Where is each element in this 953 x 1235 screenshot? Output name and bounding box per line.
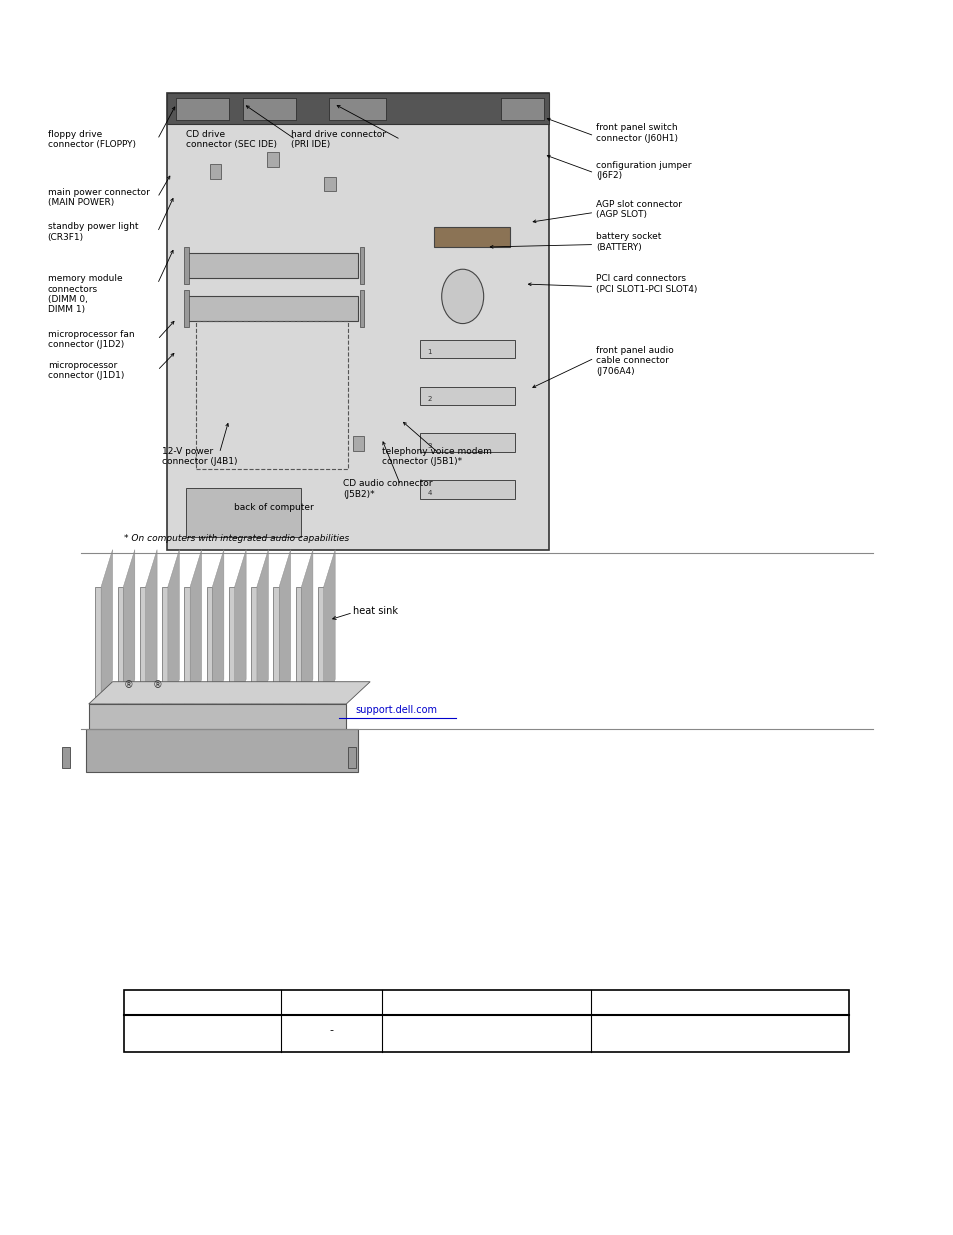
Polygon shape	[146, 550, 157, 716]
Circle shape	[441, 269, 483, 324]
Text: ®: ®	[152, 680, 162, 690]
Bar	[186, 253, 357, 278]
Text: standby power light
(CR3F1): standby power light (CR3F1)	[48, 222, 138, 242]
Polygon shape	[301, 550, 313, 716]
Bar	[419, 480, 515, 499]
Text: CD drive
connector (SEC IDE): CD drive connector (SEC IDE)	[186, 130, 276, 149]
Bar	[167, 93, 548, 550]
Bar	[140, 587, 146, 716]
Polygon shape	[123, 550, 134, 716]
Polygon shape	[256, 550, 268, 716]
Polygon shape	[213, 550, 224, 716]
Bar	[184, 290, 189, 327]
Bar	[274, 587, 279, 716]
Text: * On computers with integrated audio capabilities: * On computers with integrated audio cap…	[124, 534, 349, 542]
Text: ®: ®	[124, 680, 133, 690]
Text: 1: 1	[427, 350, 432, 354]
Text: front panel switch
connector (J60H1): front panel switch connector (J60H1)	[596, 124, 678, 143]
Text: heat sink: heat sink	[353, 606, 397, 616]
Bar	[89, 704, 346, 735]
Text: 2: 2	[427, 396, 432, 401]
Bar	[229, 587, 234, 716]
Bar	[419, 433, 515, 452]
Polygon shape	[89, 682, 370, 704]
Polygon shape	[323, 550, 335, 716]
Bar	[243, 98, 295, 120]
Text: 3: 3	[427, 443, 432, 448]
Text: microprocessor
connector (J1D1): microprocessor connector (J1D1)	[48, 361, 124, 380]
Bar	[251, 587, 256, 716]
Polygon shape	[101, 550, 112, 716]
Bar	[86, 729, 357, 772]
Bar	[95, 587, 101, 716]
Bar	[359, 247, 364, 284]
Bar	[186, 488, 300, 537]
Polygon shape	[234, 550, 246, 716]
Bar	[184, 587, 190, 716]
Bar	[329, 98, 386, 120]
Bar	[186, 296, 357, 321]
Bar	[195, 321, 348, 469]
Text: support.dell.com: support.dell.com	[355, 705, 436, 715]
Bar	[176, 98, 229, 120]
Polygon shape	[190, 550, 201, 716]
Bar	[317, 587, 323, 716]
Text: PCI card connectors
(PCI SLOT1-PCI SLOT4): PCI card connectors (PCI SLOT1-PCI SLOT4…	[596, 274, 697, 294]
Text: AGP slot connector
(AGP SLOT): AGP slot connector (AGP SLOT)	[596, 200, 681, 220]
Bar	[295, 587, 301, 716]
Bar	[324, 177, 335, 191]
Text: main power connector
(MAIN POWER): main power connector (MAIN POWER)	[48, 188, 150, 207]
Text: front panel audio
cable connector
(J706A4): front panel audio cable connector (J706A…	[596, 346, 673, 375]
Bar	[184, 247, 189, 284]
Bar	[210, 164, 221, 179]
Polygon shape	[168, 550, 179, 716]
Text: 12-V power
connector (J4B1): 12-V power connector (J4B1)	[162, 447, 237, 467]
Bar	[207, 587, 213, 716]
Text: floppy drive
connector (FLOPPY): floppy drive connector (FLOPPY)	[48, 130, 135, 149]
Bar	[500, 98, 543, 120]
Polygon shape	[62, 747, 70, 768]
Text: 4: 4	[427, 490, 432, 495]
Bar	[124, 990, 848, 1052]
Bar	[434, 227, 510, 247]
Text: -: -	[329, 1025, 334, 1035]
Polygon shape	[348, 747, 355, 768]
Text: telephony voice modem
connector (J5B1)*: telephony voice modem connector (J5B1)*	[381, 447, 491, 467]
Text: configuration jumper
(J6F2): configuration jumper (J6F2)	[596, 161, 691, 180]
Bar	[267, 152, 278, 167]
Text: hard drive connector
(PRI IDE): hard drive connector (PRI IDE)	[291, 130, 386, 149]
Bar	[419, 387, 515, 405]
Text: back of computer: back of computer	[233, 503, 314, 511]
Bar	[419, 340, 515, 358]
Bar	[162, 587, 168, 716]
Polygon shape	[279, 550, 291, 716]
Bar	[167, 93, 548, 124]
Text: memory module
connectors
(DIMM 0,
DIMM 1): memory module connectors (DIMM 0, DIMM 1…	[48, 274, 122, 315]
Bar	[117, 587, 123, 716]
Text: CD audio connector
(J5B2)*: CD audio connector (J5B2)*	[343, 479, 433, 499]
Bar	[359, 290, 364, 327]
Text: microprocessor fan
connector (J1D2): microprocessor fan connector (J1D2)	[48, 330, 134, 350]
Text: battery socket
(BATTERY): battery socket (BATTERY)	[596, 232, 661, 252]
Bar	[353, 436, 364, 451]
